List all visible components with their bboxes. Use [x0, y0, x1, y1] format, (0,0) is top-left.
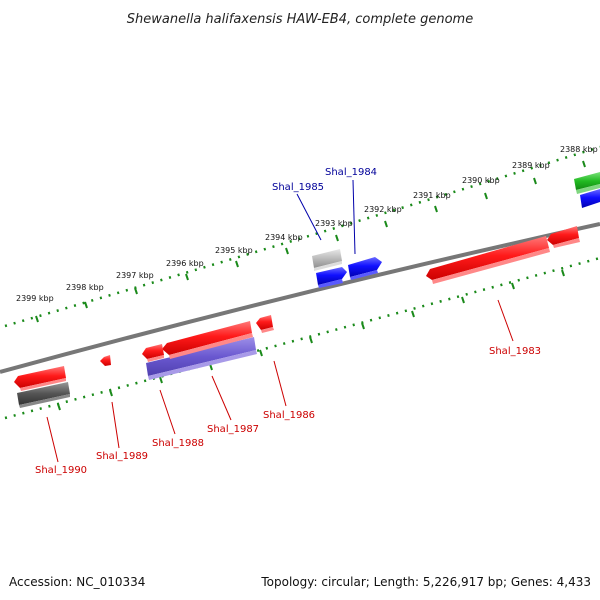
gene-shal-1985[interactable] [316, 267, 347, 288]
tick-label: 2397 kbp [116, 271, 154, 280]
tick-label: 2391 kbp [413, 191, 451, 200]
gene-label-shal-1984[interactable]: Shal_1984 [325, 167, 377, 178]
gene-shal-1989[interactable] [100, 355, 111, 366]
feature-blue-edge[interactable] [580, 189, 600, 208]
genome-backbone [0, 222, 600, 374]
feature-red-left[interactable] [14, 366, 66, 391]
gene-shal-1990[interactable] [17, 382, 70, 408]
tick-label: 2393 kbp [315, 219, 353, 228]
gene-label-shal-1989[interactable]: Shal_1989 [96, 451, 148, 462]
gene-label-shal-1990[interactable]: Shal_1990 [35, 465, 87, 476]
tick-label: 2390 kbp [462, 176, 500, 185]
feature-green[interactable] [574, 172, 600, 194]
feature-red-small[interactable] [142, 344, 164, 362]
gene-shal-1988[interactable] [162, 321, 253, 359]
tick-label: 2399 kbp [16, 294, 54, 303]
topology-text: Topology: circular; Length: 5,226,917 bp… [260, 575, 591, 589]
gene-label-shal-1985[interactable]: Shal_1985 [272, 182, 324, 193]
gene-shal-1986[interactable] [256, 315, 274, 333]
tick-labels: 2388 kbp 2389 kbp 2390 kbp 2391 kbp 2392… [16, 145, 598, 303]
leader-lines [46, 179, 514, 463]
inner-tick-track [4, 256, 600, 420]
tick-label: 2394 kbp [265, 233, 303, 242]
tick-label: 2389 kbp [512, 161, 550, 170]
tick-label: 2388 kbp [560, 145, 598, 154]
gene-shal-1984[interactable] [348, 257, 382, 280]
outer-tick-track [4, 145, 600, 328]
gene-label-shal-1987[interactable]: Shal_1987 [207, 424, 259, 435]
tick-label: 2396 kbp [166, 259, 204, 268]
tick-label: 2395 kbp [215, 246, 253, 255]
gene-shal-1983[interactable] [426, 236, 550, 284]
gene-shal-1987[interactable] [146, 337, 257, 380]
gene-label-shal-1988[interactable]: Shal_1988 [152, 438, 204, 449]
gene-label-shal-1983[interactable]: Shal_1983 [489, 346, 541, 357]
tick-label: 2392 kbp [364, 205, 402, 214]
feature-red-edge[interactable] [547, 226, 580, 248]
feature-lightgray[interactable] [312, 249, 342, 271]
accession-text: Accession: NC_010334 [9, 575, 145, 589]
tick-label: 2398 kbp [66, 283, 104, 292]
gene-label-shal-1986[interactable]: Shal_1986 [263, 410, 315, 421]
genome-title: Shewanella halifaxensis HAW-EB4, complet… [127, 12, 473, 27]
